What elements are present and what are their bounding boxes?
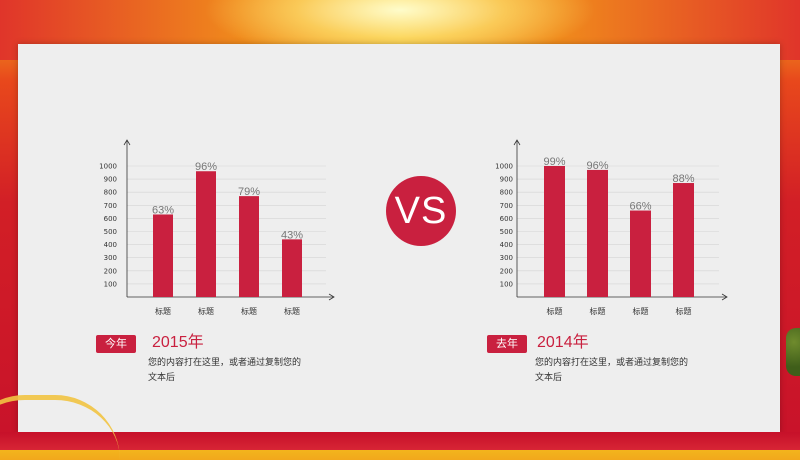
- left-bar-value-label: 79%: [238, 186, 260, 198]
- left-description: 您的内容打在这里，或者通过复制您的文本后: [148, 358, 302, 383]
- right-y-tick-label: 400: [500, 241, 513, 249]
- left-bar: [153, 214, 173, 297]
- left-bar: [282, 239, 302, 297]
- bar-charts: 100 200 300 400 500 600 700 800 900 1000 63% 标题 96% 标…: [99, 139, 728, 316]
- left-y-tick-label: 200: [104, 267, 117, 275]
- left-y-tick-label: 100: [104, 280, 117, 288]
- right-bar: [673, 183, 694, 297]
- right-bar: [630, 210, 651, 297]
- right-x-axis-arrow: [721, 293, 728, 301]
- left-bar-value-label: 96%: [195, 161, 217, 173]
- left-y-tick-label: 600: [104, 215, 117, 223]
- left-category-label: 标题: [198, 306, 214, 316]
- right-y-tick-label: 100: [500, 280, 513, 288]
- right-y-tick-label: 500: [500, 228, 513, 236]
- right-bar-value-label: 88%: [672, 173, 694, 185]
- left-y-tick-label: 300: [104, 254, 117, 262]
- right-bar-value-label: 99%: [543, 156, 565, 168]
- right-y-tick-label: 200: [500, 267, 513, 275]
- gold-arc-decoration: [0, 395, 120, 460]
- left-y-tick-label: 700: [104, 202, 117, 210]
- right-bar: [544, 166, 565, 297]
- left-y-tick-label: 1000: [99, 163, 117, 171]
- right-category-label: 标题: [590, 306, 606, 316]
- right-y-tick-label: 300: [500, 254, 513, 262]
- right-category-label: 标题: [633, 306, 649, 316]
- right-category-label: 标题: [676, 306, 692, 316]
- year-2014-label: 2014年: [537, 334, 589, 351]
- right-y-tick-label: 800: [500, 189, 513, 197]
- this-year-badge: 今年: [96, 335, 136, 353]
- last-year-badge: 去年: [487, 335, 527, 353]
- left-y-axis-arrow: [123, 139, 131, 146]
- right-y-tick-label: 1000: [495, 163, 513, 171]
- year-2015-label: 2015年: [152, 334, 204, 351]
- right-y-tick-label: 700: [500, 202, 513, 210]
- right-bar-value-label: 66%: [629, 201, 651, 213]
- left-y-tick-label: 500: [104, 228, 117, 236]
- right-bar: [587, 169, 608, 297]
- left-x-axis-arrow: [328, 293, 335, 301]
- left-bar-value-label: 43%: [281, 229, 303, 241]
- right-bar-value-label: 96%: [586, 160, 608, 172]
- right-y-tick-label: 600: [500, 215, 513, 223]
- bottom-band: [0, 432, 800, 450]
- right-description: 您的内容打在这里，或者通过复制您的文本后: [535, 358, 689, 383]
- right-y-axis-arrow: [513, 139, 521, 146]
- right-y-tick-label: 900: [500, 176, 513, 184]
- left-category-label: 标题: [284, 306, 300, 316]
- tree-decoration: [786, 328, 800, 376]
- left-category-label: 标题: [155, 306, 171, 316]
- right-category-label: 标题: [547, 306, 563, 316]
- left-bar: [239, 196, 259, 297]
- left-y-tick-label: 800: [104, 189, 117, 197]
- vs-badge: VS: [386, 176, 456, 246]
- left-category-label: 标题: [241, 306, 257, 316]
- left-y-tick-label: 900: [104, 176, 117, 184]
- left-bar: [196, 171, 216, 297]
- left-y-tick-label: 400: [104, 241, 117, 249]
- left-bar-value-label: 63%: [152, 204, 174, 216]
